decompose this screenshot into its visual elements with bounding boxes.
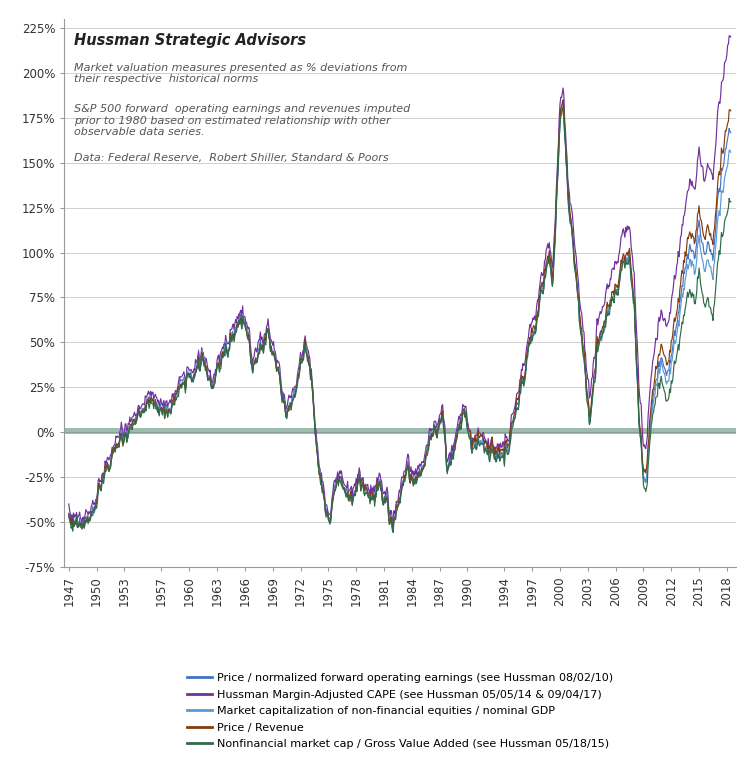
Legend: Price / normalized forward operating earnings (see Hussman 08/02/10), Hussman Ma: Price / normalized forward operating ear… (183, 668, 618, 754)
Text: S&P 500 forward  operating earnings and revenues imputed
prior to 1980 based on : S&P 500 forward operating earnings and r… (74, 104, 411, 137)
Text: Data: Federal Reserve,  Robert Shiller, Standard & Poors: Data: Federal Reserve, Robert Shiller, S… (74, 153, 389, 164)
Text: Market valuation measures presented as % deviations from
their respective  histo: Market valuation measures presented as %… (74, 63, 408, 84)
Bar (64, 428, 736, 434)
Text: Hussman Strategic Advisors: Hussman Strategic Advisors (74, 33, 307, 48)
